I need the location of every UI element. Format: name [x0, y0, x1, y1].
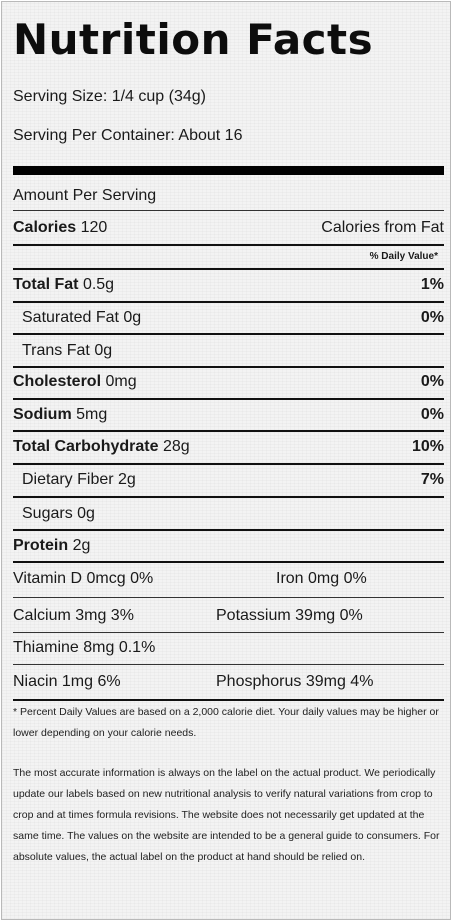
nutrient-row-total-fat: Total Fat 0.5g 1%: [13, 274, 444, 296]
nutrient-amount: 0g: [77, 505, 95, 522]
nutrient-row-cholesterol: Cholesterol 0mg 0%: [13, 371, 444, 393]
vitamin-left: Thiamine 8mg 0.1%: [13, 639, 156, 656]
disclaimer-text: The most accurate information is always …: [13, 767, 440, 863]
divider: [13, 333, 444, 335]
nutrient-amount: 28g: [162, 438, 190, 455]
nutrient-amount: 0g: [94, 342, 113, 359]
nutrient-row-total-carbohydrate: Total Carbohydrate 28g 10%: [13, 436, 444, 458]
vitamin-right: Iron 0mg 0%: [276, 570, 367, 587]
nutrient-dv: 0%: [420, 309, 444, 326]
nutrient-dv: 0%: [420, 406, 444, 423]
nutrient-row-dietary-fiber: Dietary Fiber 2g 7%: [13, 469, 444, 491]
nutrient-label: Trans Fat: [22, 342, 90, 359]
divider: [13, 244, 444, 246]
divider: [13, 529, 444, 531]
nutrient-amount: 0.5g: [82, 276, 115, 293]
daily-value-footnote: * Percent Daily Values are based on a 2,…: [13, 706, 439, 739]
vitamin-left: Vitamin D 0mcg 0%: [13, 570, 154, 587]
nutrient-amount: 2g: [118, 471, 136, 488]
nutrient-label: Cholesterol: [13, 373, 102, 390]
nutrient-amount: 0mg: [105, 373, 137, 390]
nutrient-label: Sodium: [13, 406, 72, 423]
divider: [13, 210, 444, 211]
calories-row: Calories 120 Calories from Fat: [13, 217, 444, 239]
divider: [13, 366, 444, 368]
vitamin-left: Calcium 3mg 3%: [13, 607, 134, 624]
nutrient-row-sodium: Sodium 5mg 0%: [13, 404, 444, 426]
nutrient-row-sugars: Sugars 0g: [13, 503, 444, 525]
vitamin-left: Niacin 1mg 6%: [13, 673, 121, 690]
divider: [13, 430, 444, 432]
divider: [13, 632, 444, 633]
calories-value: 120: [80, 219, 108, 236]
divider: [13, 664, 444, 665]
vitamin-row: Thiamine 8mg 0.1%: [13, 637, 444, 659]
calories-label: Calories: [13, 219, 77, 236]
divider: [13, 398, 444, 400]
nutrient-dv: 1%: [420, 276, 444, 293]
vitamin-row: Vitamin D 0mcg 0% Iron 0mg 0%: [13, 568, 444, 590]
amount-per-serving-row: Amount Per Serving: [13, 185, 444, 207]
nutrient-label: Dietary Fiber: [22, 471, 114, 488]
nutrient-label: Total Carbohydrate: [13, 438, 159, 455]
nutrient-dv: 10%: [411, 438, 444, 455]
thick-divider: [13, 166, 444, 175]
vitamin-right: Potassium 39mg 0%: [216, 607, 363, 624]
servings-per-container: Serving Per Container: About 16: [13, 127, 243, 144]
divider: [13, 301, 444, 303]
vitamin-row: Niacin 1mg 6% Phosphorus 39mg 4%: [13, 671, 444, 693]
nutrient-row-trans-fat: Trans Fat 0g: [13, 340, 444, 362]
divider: [13, 496, 444, 498]
nutrient-label: Protein: [13, 537, 69, 554]
daily-value-header: % Daily Value*: [369, 251, 438, 262]
divider: [13, 561, 444, 563]
nutrient-dv: 0%: [420, 373, 444, 390]
amount-per-serving: Amount Per Serving: [13, 187, 157, 204]
calories-from-fat: Calories from Fat: [321, 219, 444, 236]
nutrient-label: Saturated Fat: [22, 309, 119, 326]
nutrient-amount: 5mg: [76, 406, 108, 423]
nutrient-amount: 2g: [72, 537, 91, 554]
vitamin-row: Calcium 3mg 3% Potassium 39mg 0%: [13, 605, 444, 627]
divider: [13, 268, 444, 270]
nutrient-row-protein: Protein 2g: [13, 535, 444, 557]
nutrient-label: Sugars: [22, 505, 73, 522]
nutrient-dv: 7%: [420, 471, 444, 488]
divider: [13, 699, 444, 701]
nutrient-label: Total Fat: [13, 276, 79, 293]
divider: [13, 463, 444, 465]
page-title: Nutrition Facts: [13, 15, 374, 64]
nutrient-amount: 0g: [123, 309, 142, 326]
divider: [13, 597, 444, 598]
serving-size: Serving Size: 1/4 cup (34g): [13, 88, 206, 105]
nutrient-row-saturated-fat: Saturated Fat 0g 0%: [13, 307, 444, 329]
vitamin-right: Phosphorus 39mg 4%: [216, 673, 374, 690]
